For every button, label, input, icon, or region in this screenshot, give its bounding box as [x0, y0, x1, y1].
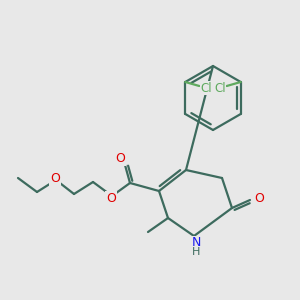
Text: O: O: [254, 193, 264, 206]
Text: Cl: Cl: [214, 82, 226, 94]
Text: Cl: Cl: [200, 82, 212, 94]
Text: O: O: [115, 152, 125, 164]
Text: N: N: [191, 236, 201, 250]
Text: O: O: [106, 191, 116, 205]
Text: H: H: [192, 247, 200, 257]
Text: O: O: [50, 172, 60, 184]
